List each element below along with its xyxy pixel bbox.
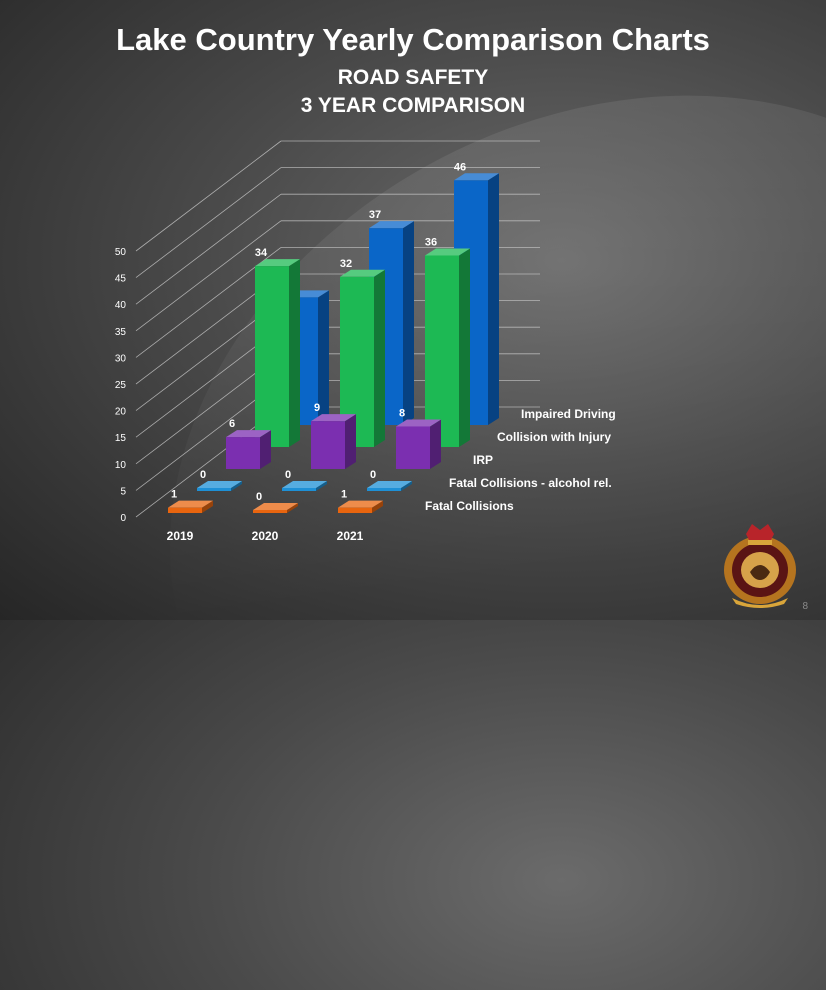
bar-side [202, 500, 213, 513]
y-tick-label: 0 [120, 513, 126, 524]
data-label: 34 [255, 247, 268, 259]
series-label: Collision with Injury [497, 430, 611, 444]
bar-front [168, 507, 202, 513]
x-tick-label: 2021 [337, 529, 364, 543]
bar-front [255, 266, 289, 447]
bar-front [338, 507, 372, 513]
bar-irp-2019: 6 [226, 418, 271, 469]
bar-fatal-collisions-alcohol-rel-2019: 0 [197, 469, 242, 491]
bar-collision-with-injury-2019: 34 [255, 247, 300, 447]
grid-diagonal-line [135, 220, 282, 332]
bar-collision-with-injury-2021: 36 [425, 236, 470, 447]
bar-top [396, 419, 441, 427]
page-title: Lake Country Yearly Comparison Charts [116, 22, 710, 57]
bar-front [197, 488, 231, 491]
bar-side [231, 481, 242, 491]
bar-top [367, 481, 412, 488]
series-label: Impaired Driving [521, 407, 616, 421]
chart-subtitle-1: ROAD SAFETY [337, 66, 489, 89]
x-tick-label: 2019 [167, 529, 194, 543]
grid-diagonal-line [135, 140, 282, 252]
series-labels: Fatal Collisions Fatal Collisions - alcoh… [425, 407, 616, 513]
bar-top [253, 503, 298, 510]
bar-fatal-collisions-2020: 0 [253, 491, 298, 513]
bar-fatal-collisions-alcohol-rel-2021: 0 [367, 469, 412, 491]
grid-diagonal-line [135, 193, 282, 305]
bar-side [260, 430, 271, 469]
bar-top [226, 430, 271, 438]
bar-side [403, 221, 414, 425]
data-label: 46 [454, 161, 466, 173]
bar-side [316, 481, 327, 491]
bar-top [369, 221, 414, 229]
bar-top [340, 269, 385, 277]
bar-side [459, 248, 470, 447]
x-tick-label: 2020 [252, 529, 279, 543]
x-axis-labels: 2019 2020 2021 [167, 529, 364, 543]
page-number: 8 [802, 601, 808, 612]
y-tick-label: 10 [115, 460, 127, 471]
bar-top [168, 500, 213, 508]
data-label: 0 [370, 469, 376, 481]
bar-top [311, 414, 356, 422]
bar-front [367, 488, 401, 491]
data-label: 1 [171, 489, 177, 501]
bar-top [425, 248, 470, 256]
y-tick-label: 35 [115, 327, 127, 338]
y-tick-label: 20 [115, 407, 127, 418]
series-label: Fatal Collisions [425, 499, 514, 513]
y-tick-label: 30 [115, 353, 127, 364]
data-label: 36 [425, 236, 437, 248]
bar-side [488, 173, 499, 425]
bar-top [255, 259, 300, 267]
bar-front [253, 510, 287, 513]
rcmp-crest-icon [724, 524, 796, 608]
data-label: 9 [314, 402, 320, 414]
bar-top [282, 481, 327, 488]
y-tick-label: 40 [115, 300, 127, 311]
bar-top [197, 481, 242, 488]
bar-side [372, 500, 383, 513]
y-tick-label: 5 [120, 486, 126, 497]
bar-side [401, 481, 412, 491]
data-label: 0 [200, 469, 206, 481]
bar-fatal-collisions-2019: 1 [168, 489, 213, 513]
grid-diagonal-line [135, 167, 282, 278]
data-label: 0 [285, 469, 291, 481]
y-tick-label: 50 [115, 247, 127, 258]
data-label: 37 [369, 209, 381, 221]
bar-fatal-collisions-alcohol-rel-2020: 0 [282, 469, 327, 491]
y-tick-label: 15 [115, 433, 127, 444]
series-label: IRP [473, 453, 493, 467]
bar-side [345, 414, 356, 469]
chart-bars: 243746343236698000101 [168, 161, 499, 513]
bar-front [425, 255, 459, 447]
data-label: 1 [341, 489, 347, 501]
bar-side [287, 503, 298, 513]
data-label: 8 [399, 407, 405, 419]
bar-side [374, 269, 385, 447]
y-tick-label: 45 [115, 274, 127, 285]
bar-front [282, 488, 316, 491]
y-tick-label: 25 [115, 380, 127, 391]
chart-subtitle-2: 3 YEAR COMPARISON [300, 94, 526, 117]
bar-front [311, 421, 345, 469]
bar-side [430, 419, 441, 469]
data-label: 6 [229, 418, 235, 430]
bar-top [454, 173, 499, 181]
bar-front [396, 426, 430, 469]
bar-irp-2021: 8 [396, 407, 441, 469]
bar-side [318, 290, 329, 425]
bar-irp-2020: 9 [311, 402, 356, 469]
data-label: 0 [256, 491, 262, 503]
series-label: Fatal Collisions - alcohol rel. [449, 476, 612, 490]
data-label: 32 [340, 258, 352, 270]
bar-side [289, 259, 300, 447]
y-axis-ticks: 0 5 10 15 20 25 30 35 40 45 50 [115, 247, 127, 524]
bar-fatal-collisions-2021: 1 [338, 489, 383, 513]
bar-top [338, 500, 383, 508]
bar-front [226, 437, 260, 469]
